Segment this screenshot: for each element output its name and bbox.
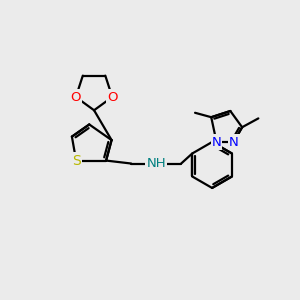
Text: NH: NH — [146, 157, 166, 170]
Text: N: N — [212, 136, 221, 148]
Text: O: O — [70, 91, 81, 103]
Text: N: N — [229, 136, 238, 148]
Text: S: S — [72, 154, 80, 168]
Text: O: O — [107, 91, 118, 103]
